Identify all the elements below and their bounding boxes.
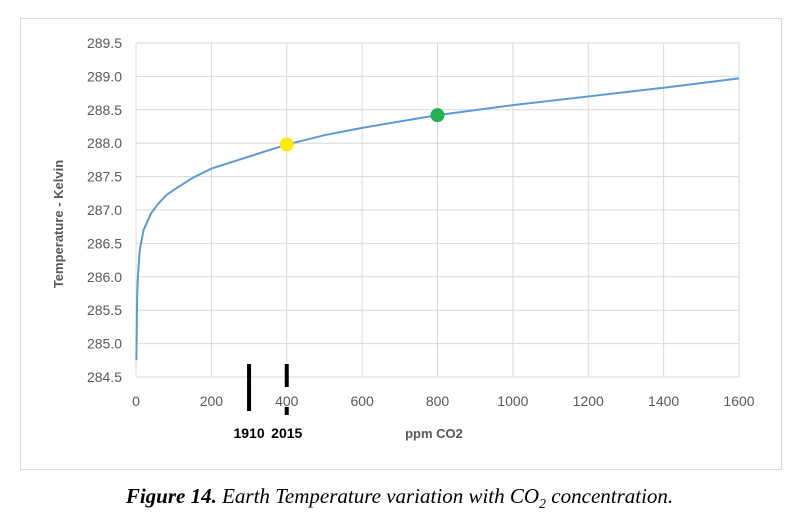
y-tick-label: 287.0 <box>87 202 122 218</box>
highlight-point <box>430 108 445 123</box>
x-tick-label: 1200 <box>573 393 604 409</box>
y-tick-label: 288.0 <box>87 135 122 151</box>
x-tick-label: 200 <box>200 393 224 409</box>
year-marker-label: 1910 <box>233 425 264 441</box>
x-tick-label: 0 <box>132 393 140 409</box>
x-tick-label: 800 <box>426 393 450 409</box>
y-tick-label: 286.5 <box>87 235 122 251</box>
y-tick-labels: 284.5 285.0 285.5 286.0 286.5 287.0 287.5 288.0… <box>87 35 122 385</box>
temperature-chart: 284.5 285.0 285.5 286.0 286.5 287.0 287.5 288.0… <box>51 35 755 441</box>
y-tick-label: 287.5 <box>87 169 122 185</box>
year-markers: 1910 2015 <box>233 364 303 441</box>
caption-subscript: 2 <box>539 497 547 513</box>
y-tick-label: 286.0 <box>87 269 122 285</box>
x-tick-label: 600 <box>350 393 374 409</box>
year-marker-label: 2015 <box>271 425 302 441</box>
y-tick-label: 285.0 <box>87 336 122 352</box>
series-line <box>135 77 740 361</box>
chart-frame: 284.5 285.0 285.5 286.0 286.5 287.0 287.5 288.0… <box>20 18 782 470</box>
y-tick-label: 289.5 <box>87 35 122 51</box>
figure-label: Figure 14. <box>125 484 217 508</box>
highlight-points <box>279 108 445 152</box>
y-tick-label: 289.0 <box>87 68 122 84</box>
x-tick-label: 1400 <box>648 393 679 409</box>
x-tick-label: 400 <box>275 393 299 409</box>
caption-text: Earth Temperature variation with CO <box>216 484 540 508</box>
x-tick-label: 1600 <box>723 393 754 409</box>
caption-text-end: concentration. <box>546 484 674 508</box>
y-tick-label: 284.5 <box>87 369 122 385</box>
highlight-point <box>279 137 294 152</box>
figure-caption: Figure 14. Earth Temperature variation w… <box>0 484 799 513</box>
x-tick-labels: 0 200 400 600 800 1000 1200 1400 1600 <box>132 393 755 409</box>
x-axis-title: ppm CO2 <box>405 426 463 441</box>
x-tick-label: 1000 <box>497 393 528 409</box>
y-axis-title: Temperature - Kelvin <box>51 160 66 288</box>
y-tick-label: 285.5 <box>87 302 122 318</box>
series <box>135 77 740 361</box>
grid <box>135 42 740 378</box>
y-tick-label: 288.5 <box>87 102 122 118</box>
